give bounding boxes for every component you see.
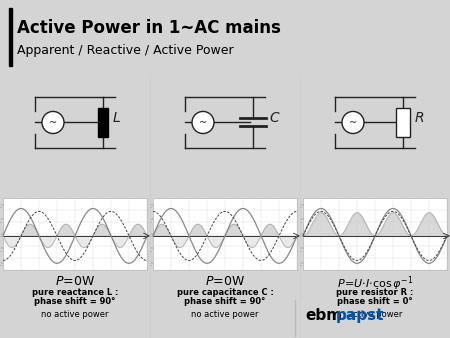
Bar xyxy=(3,198,147,270)
Text: ─: ─ xyxy=(0,235,2,239)
Text: ~: ~ xyxy=(349,118,357,127)
Text: ─: ─ xyxy=(150,235,152,239)
Circle shape xyxy=(342,112,364,134)
Text: no active power: no active power xyxy=(191,310,259,319)
Text: ─: ─ xyxy=(301,264,302,268)
Text: phase shift = 90°: phase shift = 90° xyxy=(184,297,266,306)
Text: Apparent / Reactive / Active Power: Apparent / Reactive / Active Power xyxy=(17,44,234,57)
Text: no active power: no active power xyxy=(41,310,109,319)
Text: ─: ─ xyxy=(0,221,2,225)
Text: Active Power in 1~AC mains: Active Power in 1~AC mains xyxy=(17,19,281,37)
Text: $\it{P}\!=\!0\mathrm{W}$: $\it{P}\!=\!0\mathrm{W}$ xyxy=(54,275,95,288)
Text: C: C xyxy=(269,112,279,125)
Text: ─: ─ xyxy=(301,207,302,211)
Bar xyxy=(303,198,447,270)
Text: ─: ─ xyxy=(0,264,2,268)
Text: ~: ~ xyxy=(49,118,57,127)
Bar xyxy=(396,108,410,137)
Text: phase shift = 90°: phase shift = 90° xyxy=(34,297,116,306)
Circle shape xyxy=(192,112,214,134)
Text: ─: ─ xyxy=(150,221,152,225)
Text: active power: active power xyxy=(348,310,402,319)
Text: ─: ─ xyxy=(0,250,2,254)
Text: ─: ─ xyxy=(150,264,152,268)
Circle shape xyxy=(42,112,64,134)
Text: $\it{P}\!=\!\it{U}{\cdot}\it{I}{\cdot}\cos\varphi^{-1}$: $\it{P}\!=\!\it{U}{\cdot}\it{I}{\cdot}\c… xyxy=(337,275,413,293)
Text: ~: ~ xyxy=(199,118,207,127)
Text: pure resistor R :: pure resistor R : xyxy=(336,288,414,297)
Text: pure reactance L :: pure reactance L : xyxy=(32,288,118,297)
Text: ─: ─ xyxy=(0,207,2,211)
Bar xyxy=(9,8,12,66)
Text: ─: ─ xyxy=(150,207,152,211)
Text: phase shift = 0°: phase shift = 0° xyxy=(337,297,413,306)
Text: ebm: ebm xyxy=(305,309,342,323)
Text: pure capacitance C :: pure capacitance C : xyxy=(176,288,274,297)
Text: $\it{P}\!=\!0\mathrm{W}$: $\it{P}\!=\!0\mathrm{W}$ xyxy=(205,275,245,288)
Text: ─: ─ xyxy=(301,235,302,239)
Bar xyxy=(153,198,297,270)
Text: L: L xyxy=(113,112,121,125)
Text: ─: ─ xyxy=(301,250,302,254)
Text: ─: ─ xyxy=(301,221,302,225)
Text: papst: papst xyxy=(336,309,384,323)
Bar xyxy=(98,108,108,137)
Text: R: R xyxy=(415,112,425,125)
Text: ─: ─ xyxy=(150,250,152,254)
